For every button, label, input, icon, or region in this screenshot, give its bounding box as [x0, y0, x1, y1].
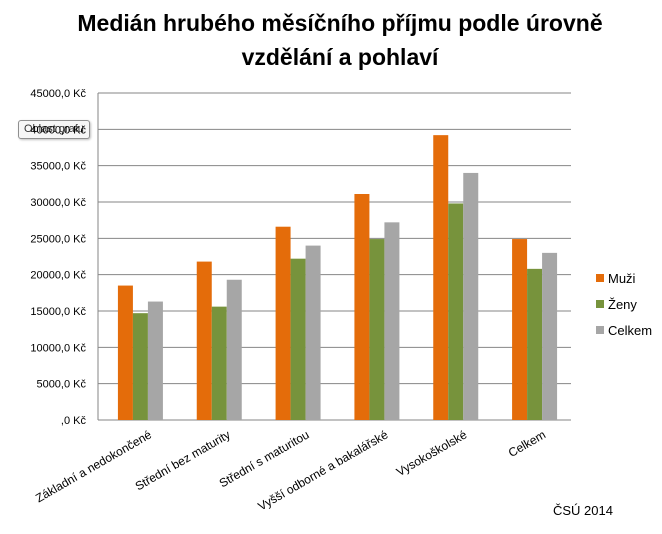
y-tick-label: 10000,0 Kč [30, 342, 86, 354]
bar [369, 239, 385, 420]
bar [132, 313, 148, 420]
source-label: ČSÚ 2014 [553, 503, 613, 518]
y-tick-label: ,0 Kč [61, 415, 87, 427]
bar [542, 252, 558, 420]
bar [147, 301, 163, 420]
legend-swatch [596, 300, 604, 308]
chart-area-tooltip: Oblast grafu [18, 120, 90, 139]
bar [512, 239, 528, 420]
y-tick-label: 30000,0 Kč [30, 197, 86, 209]
bar [433, 135, 449, 420]
bar [290, 258, 306, 420]
bar [305, 245, 321, 420]
y-tick-label: 15000,0 Kč [30, 306, 86, 318]
y-tick-label: 25000,0 Kč [30, 233, 86, 245]
x-tick-label: Základní a nedokončené [33, 427, 154, 505]
legend-label: Muži [608, 271, 636, 286]
legend-swatch [596, 274, 604, 282]
y-tick-label: 45000,0 Kč [30, 88, 86, 100]
x-tick-label: Vyšší odborné a bakalářské [256, 427, 391, 513]
x-tick-label: Vysokoškolské [394, 427, 470, 479]
bar [448, 203, 464, 420]
legend-swatch [596, 326, 604, 334]
bar [527, 268, 543, 420]
bar [211, 306, 227, 420]
y-tick-label: 20000,0 Kč [30, 270, 86, 282]
bar [275, 226, 291, 420]
bar [226, 279, 242, 420]
y-tick-label: 5000,0 Kč [36, 379, 86, 391]
chart-title: Medián hrubého měsíčního příjmu podle úr… [77, 10, 603, 70]
y-tick-label: 35000,0 Kč [30, 161, 86, 173]
bar [463, 172, 479, 420]
x-tick-label: Celkem [506, 427, 548, 459]
legend-label: Ženy [608, 297, 637, 312]
y-tick-label: 40000,0 Kč [30, 124, 86, 136]
bar [384, 222, 400, 420]
bar [196, 261, 212, 420]
bar [354, 194, 370, 420]
bar [117, 285, 133, 420]
legend-label: Celkem [608, 323, 652, 338]
